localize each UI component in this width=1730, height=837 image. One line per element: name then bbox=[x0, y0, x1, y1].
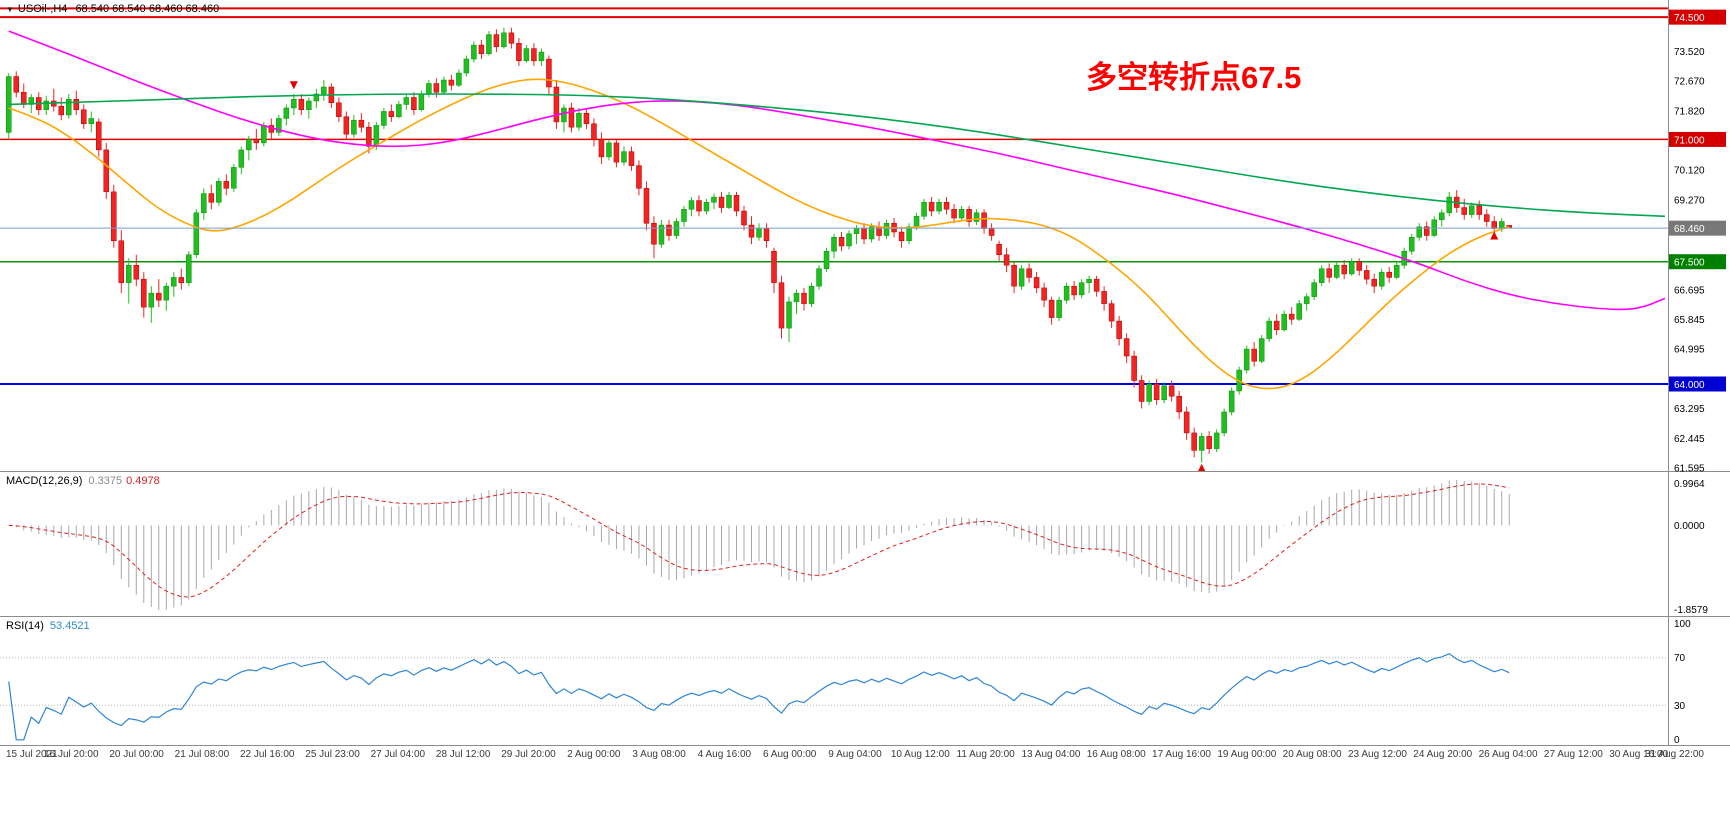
chart-menu-arrow-icon[interactable]: ▼ bbox=[6, 5, 14, 14]
price-axis[interactable]: 73.520 72.670 71.820 70.120 69.270 66.695 65.8… bbox=[1669, 9, 1726, 475]
rsi-value: 53.4521 bbox=[49, 620, 90, 632]
macd-scale[interactable]: 0.9964 0.0000 -1.8579 bbox=[1674, 479, 1708, 616]
svg-text:64.995: 64.995 bbox=[1674, 345, 1705, 356]
ma-line-mid-magenta bbox=[8, 30, 1666, 311]
svg-text:64.000: 64.000 bbox=[1674, 380, 1705, 391]
svg-text:63.295: 63.295 bbox=[1674, 404, 1705, 415]
svg-text:27 Aug 12:00: 27 Aug 12:00 bbox=[1544, 749, 1603, 760]
macd-signal-line bbox=[8, 483, 1510, 598]
svg-text:74.500: 74.500 bbox=[1674, 13, 1705, 24]
macd-name: MACD(12,26,9) bbox=[6, 475, 83, 487]
chart-ohlc: 68.540 68.540 68.460 68.460 bbox=[75, 3, 220, 15]
svg-text:100: 100 bbox=[1674, 619, 1691, 630]
svg-text:15 Jul 2021: 15 Jul 2021 bbox=[6, 749, 58, 760]
svg-text:71.000: 71.000 bbox=[1674, 135, 1705, 146]
svg-text:69.270: 69.270 bbox=[1674, 195, 1705, 206]
svg-text:73.520: 73.520 bbox=[1674, 47, 1705, 58]
trade-arrows bbox=[289, 81, 1499, 472]
svg-text:26 Aug 04:00: 26 Aug 04:00 bbox=[1479, 749, 1538, 760]
svg-text:0.0000: 0.0000 bbox=[1674, 521, 1705, 532]
svg-text:19 Aug 00:00: 19 Aug 00:00 bbox=[1217, 749, 1276, 760]
svg-text:20 Aug 08:00: 20 Aug 08:00 bbox=[1283, 749, 1342, 760]
rsi-scale[interactable]: 100 70 30 0 bbox=[1674, 619, 1691, 746]
svg-text:28 Jul 12:00: 28 Jul 12:00 bbox=[436, 749, 491, 760]
macd-histogram bbox=[15, 480, 1510, 610]
svg-text:3 Aug 08:00: 3 Aug 08:00 bbox=[632, 749, 686, 760]
current-price-label bbox=[1669, 220, 1726, 236]
macd-signal-value: 0.4978 bbox=[126, 475, 160, 487]
rsi-name: RSI(14) bbox=[6, 620, 44, 632]
svg-text:11 Aug 20:00: 11 Aug 20:00 bbox=[957, 749, 1016, 760]
svg-text:10 Aug 12:00: 10 Aug 12:00 bbox=[891, 749, 950, 760]
svg-text:24 Aug 20:00: 24 Aug 20:00 bbox=[1413, 749, 1472, 760]
svg-text:25 Jul 23:00: 25 Jul 23:00 bbox=[305, 749, 360, 760]
svg-text:70: 70 bbox=[1674, 653, 1686, 664]
svg-text:27 Jul 04:00: 27 Jul 04:00 bbox=[371, 749, 426, 760]
svg-text:-1.8579: -1.8579 bbox=[1674, 605, 1708, 616]
svg-text:4 Aug 16:00: 4 Aug 16:00 bbox=[698, 749, 752, 760]
chart-header: ▼ USOil-,H4 68.540 68.540 68.460 68.460 bbox=[6, 3, 219, 15]
svg-text:66.695: 66.695 bbox=[1674, 285, 1705, 296]
ma-line-fast-orange bbox=[8, 78, 1510, 390]
svg-text:21 Jul 08:00: 21 Jul 08:00 bbox=[175, 749, 230, 760]
svg-text:16 Aug 08:00: 16 Aug 08:00 bbox=[1087, 749, 1146, 760]
svg-text:72.670: 72.670 bbox=[1674, 77, 1705, 88]
svg-text:31 Aug 22:00: 31 Aug 22:00 bbox=[1645, 749, 1704, 760]
rsi-levels bbox=[0, 657, 1668, 706]
svg-text:61.595: 61.595 bbox=[1674, 464, 1705, 475]
svg-text:30 Aug 16:00: 30 Aug 16:00 bbox=[1609, 749, 1668, 760]
svg-text:0.9964: 0.9964 bbox=[1674, 479, 1705, 490]
macd-main-value: 0.3375 bbox=[88, 475, 123, 487]
svg-text:16 Jul 20:00: 16 Jul 20:00 bbox=[44, 749, 99, 760]
chart-symbol-period: USOil-,H4 bbox=[17, 3, 68, 15]
svg-text:67.500: 67.500 bbox=[1674, 258, 1705, 269]
ma-line-slow-green bbox=[8, 93, 1666, 218]
annotation-text: 多空转折点67.5 bbox=[1086, 60, 1302, 95]
horizontal-lines[interactable] bbox=[0, 7, 1668, 385]
svg-text:65.845: 65.845 bbox=[1674, 315, 1705, 326]
svg-text:22 Jul 16:00: 22 Jul 16:00 bbox=[240, 749, 295, 760]
svg-text:71.820: 71.820 bbox=[1674, 106, 1705, 117]
svg-text:30: 30 bbox=[1674, 701, 1686, 712]
chart-canvas[interactable]: 73.520 72.670 71.820 70.120 69.270 66.695 65.8… bbox=[0, 0, 1730, 762]
pane-separators[interactable] bbox=[0, 0, 1730, 746]
rsi-line bbox=[8, 652, 1510, 741]
svg-text:6 Aug 00:00: 6 Aug 00:00 bbox=[763, 749, 817, 760]
rsi-indicator-label: RSI(14) 53.4521 bbox=[6, 620, 90, 632]
svg-text:9 Aug 04:00: 9 Aug 04:00 bbox=[828, 749, 882, 760]
svg-text:13 Aug 04:00: 13 Aug 04:00 bbox=[1021, 749, 1080, 760]
svg-text:70.120: 70.120 bbox=[1674, 166, 1705, 177]
macd-indicator-label: MACD(12,26,9) 0.3375 0.4978 bbox=[6, 475, 160, 487]
svg-text:17 Aug 16:00: 17 Aug 16:00 bbox=[1152, 749, 1211, 760]
svg-text:2 Aug 00:00: 2 Aug 00:00 bbox=[567, 749, 621, 760]
svg-text:0: 0 bbox=[1674, 735, 1680, 746]
svg-text:62.445: 62.445 bbox=[1674, 434, 1705, 445]
svg-text:68.460: 68.460 bbox=[1674, 224, 1705, 235]
svg-text:20 Jul 00:00: 20 Jul 00:00 bbox=[109, 749, 164, 760]
svg-text:29 Jul 20:00: 29 Jul 20:00 bbox=[501, 749, 556, 760]
svg-text:23 Aug 12:00: 23 Aug 12:00 bbox=[1348, 749, 1407, 760]
